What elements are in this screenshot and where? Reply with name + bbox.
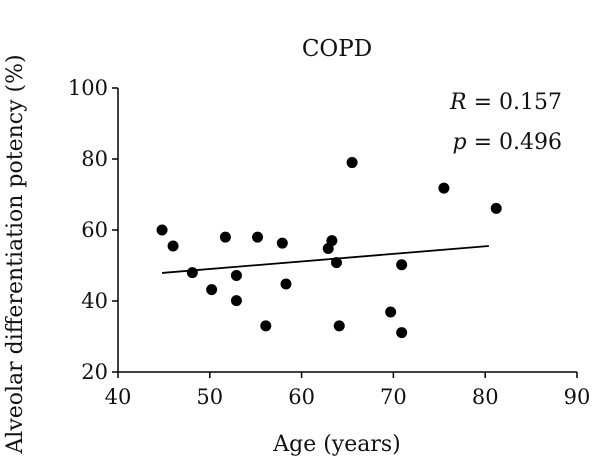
data-points <box>156 157 502 339</box>
data-point <box>385 306 397 318</box>
r-annotation: R = 0.157 <box>449 90 562 115</box>
x-ticks: 40 50 60 70 80 90 <box>105 372 591 409</box>
data-point <box>276 237 288 249</box>
data-point <box>167 240 179 252</box>
data-point <box>206 284 218 296</box>
data-point <box>280 278 292 290</box>
y-axis-title: Alveolar differentiation potency (%) <box>3 54 28 454</box>
data-point <box>260 320 272 332</box>
data-point <box>230 269 242 281</box>
data-point <box>326 235 338 247</box>
p-annotation: p = 0.496 <box>453 130 563 155</box>
x-axis-title: Age (years) <box>272 432 401 457</box>
p-value: = 0.496 <box>467 130 562 155</box>
x-tick-label: 40 <box>105 385 132 409</box>
r-symbol: R <box>449 90 467 115</box>
p-symbol: p <box>453 130 467 155</box>
data-point <box>219 231 231 243</box>
data-point <box>396 259 408 271</box>
data-point <box>252 231 264 243</box>
data-point <box>156 224 168 236</box>
data-point <box>330 257 342 269</box>
x-tick-label: 70 <box>380 385 407 409</box>
y-tick-label: 20 <box>81 360 108 384</box>
x-tick-label: 50 <box>196 385 223 409</box>
y-tick-label: 60 <box>81 218 108 242</box>
x-tick-label: 80 <box>472 385 499 409</box>
x-tick-label: 60 <box>288 385 315 409</box>
data-point <box>438 182 450 194</box>
y-ticks: 20 40 60 80 100 <box>68 76 118 384</box>
y-tick-label: 80 <box>81 147 108 171</box>
chart-title: COPD <box>302 36 372 62</box>
y-tick-label: 40 <box>81 289 108 313</box>
data-point <box>396 327 408 339</box>
data-point <box>186 267 198 279</box>
data-point <box>490 202 502 214</box>
data-point <box>346 157 358 169</box>
r-value: = 0.157 <box>467 90 562 115</box>
x-tick-label: 90 <box>564 385 591 409</box>
data-point <box>333 320 345 332</box>
data-point <box>230 295 242 307</box>
y-tick-label: 100 <box>68 76 108 100</box>
trendline <box>161 245 489 274</box>
